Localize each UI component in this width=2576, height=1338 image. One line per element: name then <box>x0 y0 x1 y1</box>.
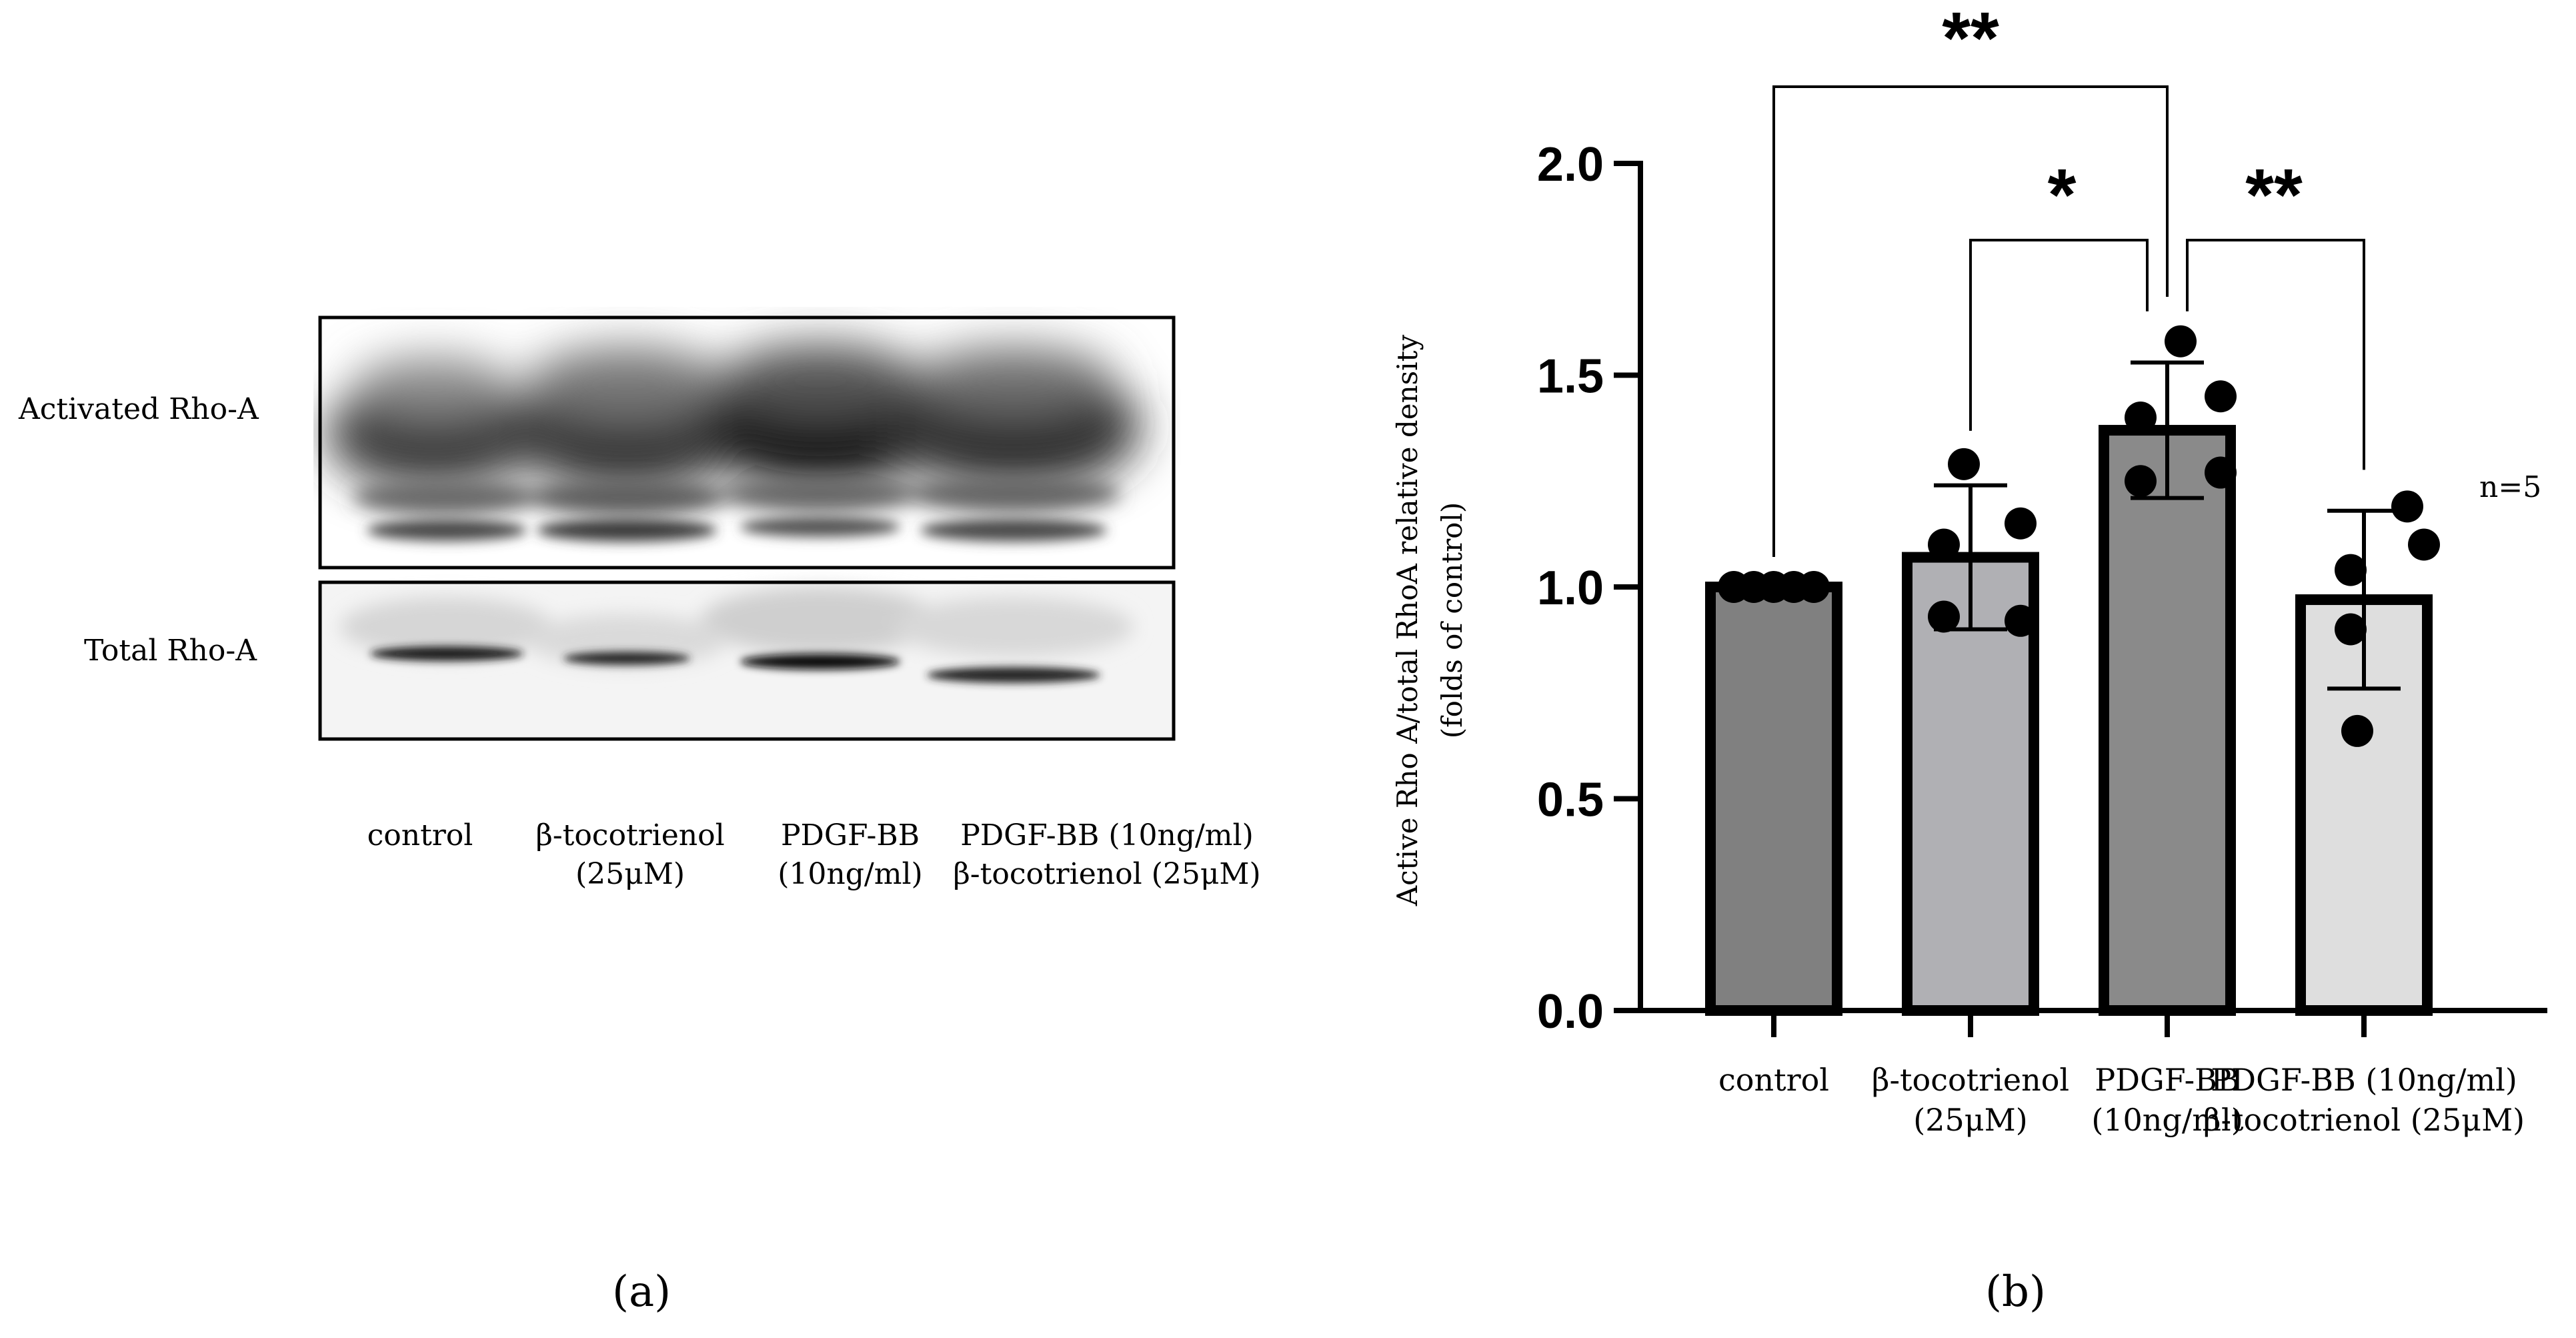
total-rho-a-blot <box>318 580 1176 741</box>
data-point <box>2005 604 2037 637</box>
data-point <box>2125 402 2157 434</box>
bar-0 <box>1705 582 1842 1016</box>
significance-bracket <box>1772 85 2169 557</box>
data-point <box>2335 554 2367 586</box>
data-point <box>1928 528 1960 561</box>
data-point <box>2205 456 2237 489</box>
x-tick-label: PDGF-BB (10ng/ml) <box>2211 1062 2517 1098</box>
data-point <box>2408 528 2440 561</box>
western-blot-image <box>318 315 1176 741</box>
data-point <box>1948 448 1980 480</box>
data-point <box>2005 507 2037 540</box>
x-tick-label: PDGF-BB <box>2095 1062 2240 1098</box>
data-point <box>2335 613 2367 646</box>
y-tick-label: 0.5 <box>1537 774 1604 827</box>
data-point <box>2125 465 2157 498</box>
y-tick-label: 0.0 <box>1537 985 1604 1039</box>
blot-row-label-activated: Activated Rho-A <box>19 392 259 426</box>
y-tick-label: 1.0 <box>1537 562 1604 615</box>
significance-label: ** <box>1942 0 1999 79</box>
panel-label-b: (b) <box>1985 1267 2046 1317</box>
data-point <box>2205 380 2237 413</box>
blot-lane-label-pdgf-tocotrienol: PDGF-BB (10ng/ml) β-tocotrienol (25μM) <box>953 818 1261 891</box>
data-point <box>2391 490 2423 523</box>
sample-size-label: n=5 <box>2479 470 2541 504</box>
y-axis-label-sub: (folds of control) <box>1436 502 1468 739</box>
x-tick-label: (25μM) <box>1913 1102 2027 1138</box>
significance-bracket <box>1969 239 2149 431</box>
significance-label: * <box>2048 154 2077 236</box>
y-tick-label: 1.5 <box>1537 350 1604 404</box>
y-tick-label: 2.0 <box>1537 138 1604 191</box>
activated-rho-a-blot <box>318 315 1176 570</box>
x-tick-label: β-tocotrienol <box>1872 1062 2069 1098</box>
x-tick-label: β-tocotrienol (25μM) <box>2203 1102 2525 1138</box>
blot-row-label-total: Total Rho-A <box>84 634 257 668</box>
data-point <box>2341 714 2373 747</box>
significance-bracket <box>2186 239 2365 470</box>
x-tick-label: (10ng/ml) <box>2091 1102 2243 1138</box>
data-point <box>1928 600 1960 633</box>
panel-label-a: (a) <box>612 1267 672 1317</box>
y-axis-label: Active Rho A/total RhoA relative density <box>1391 335 1424 907</box>
significance-label: ** <box>2245 154 2303 236</box>
data-point <box>1798 571 1830 603</box>
bar-2 <box>2099 425 2236 1016</box>
blot-lane-label-control: control <box>367 818 473 852</box>
blot-lane-label-pdgf: PDGF-BB (10ng/ml) <box>778 818 923 891</box>
data-point <box>2165 325 2197 358</box>
blot-lane-label-tocotrienol: β-tocotrienol (25μM) <box>535 818 725 891</box>
x-tick-label: control <box>1718 1062 1829 1098</box>
